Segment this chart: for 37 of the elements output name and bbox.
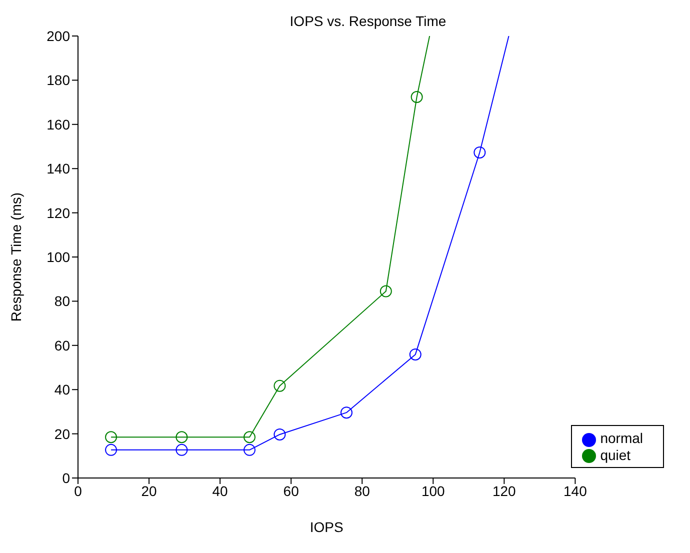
point xyxy=(274,428,286,440)
point xyxy=(176,431,188,444)
point xyxy=(244,444,256,456)
y-tick-label: 80 xyxy=(54,293,70,310)
chart-title: IOPS vs. Response Time xyxy=(290,13,446,29)
x-tick-label: 100 xyxy=(421,482,446,499)
x-tick-label: 60 xyxy=(283,482,300,499)
point xyxy=(274,380,286,392)
x-tick-label: 20 xyxy=(141,482,158,499)
point xyxy=(105,431,118,444)
legend-label: normal xyxy=(600,430,643,446)
point xyxy=(380,285,392,298)
y-tick-label: 180 xyxy=(46,72,70,88)
x-tick-label: 140 xyxy=(564,482,588,499)
y-tick-label: 200 xyxy=(46,28,70,44)
x-tick-label: 80 xyxy=(354,482,370,499)
point xyxy=(340,406,352,419)
x-axis-title: IOPS xyxy=(310,518,344,535)
point xyxy=(410,90,423,103)
y-axis-title: Response Time (ms) xyxy=(8,192,24,322)
point xyxy=(105,444,118,456)
y-tick-label: 160 xyxy=(46,116,70,132)
point xyxy=(244,431,256,444)
point xyxy=(474,146,486,158)
x-tick-label: 40 xyxy=(212,482,228,499)
y-tick-label: 120 xyxy=(46,204,70,221)
y-tick-label: 140 xyxy=(46,160,70,177)
y-tick-label: 40 xyxy=(54,382,70,398)
legend-label: quiet xyxy=(600,446,631,463)
y-tick-label: 20 xyxy=(54,426,70,442)
x-tick-label: 0 xyxy=(74,482,82,499)
y-tick-label: 60 xyxy=(54,337,70,354)
y-tick-label: 100 xyxy=(46,248,70,265)
point xyxy=(176,444,188,456)
x-tick-label: 120 xyxy=(492,482,516,499)
y-tick-label: 0 xyxy=(62,470,70,486)
point xyxy=(409,348,422,360)
